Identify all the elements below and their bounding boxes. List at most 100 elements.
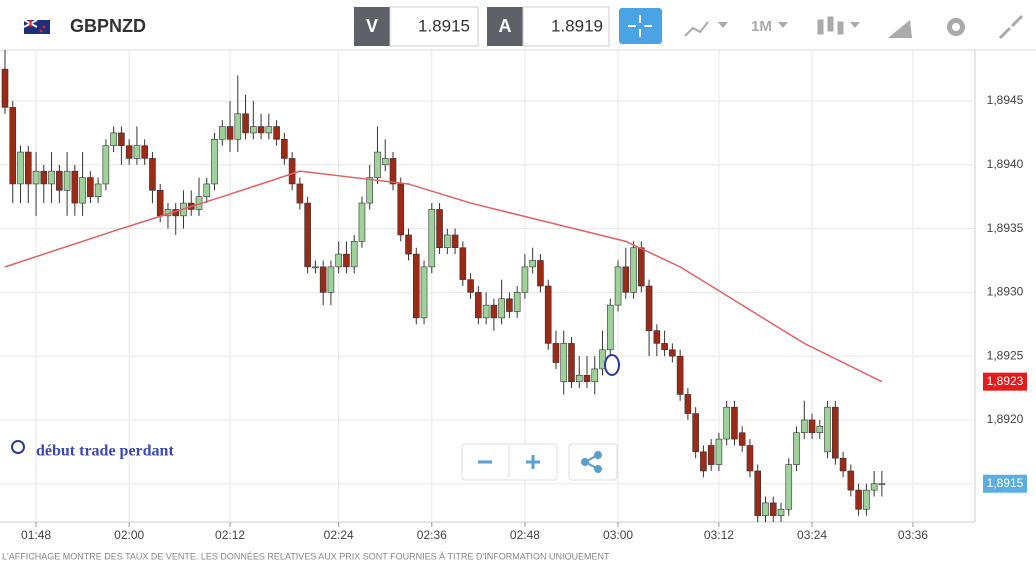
candle-body xyxy=(669,349,676,357)
candle-body xyxy=(141,145,148,159)
candle-body xyxy=(707,445,715,465)
x-tick-label: 02:12 xyxy=(215,528,245,542)
candle-body xyxy=(645,285,653,331)
share-button[interactable] xyxy=(568,443,618,481)
candle-body xyxy=(614,266,622,306)
annotation: début trade perdant xyxy=(36,443,174,460)
ask-label: A xyxy=(499,16,512,36)
candle-body xyxy=(358,202,366,242)
candle-body xyxy=(133,145,141,159)
candle-body xyxy=(343,253,350,268)
candle-body xyxy=(583,374,591,382)
candle-body xyxy=(203,183,211,198)
candle-body xyxy=(482,304,490,319)
candle-body xyxy=(769,502,777,516)
candle-body xyxy=(731,406,738,440)
candle-body xyxy=(226,126,234,140)
candle-body xyxy=(327,266,335,293)
candle-body xyxy=(319,266,327,293)
candle-body xyxy=(459,247,467,280)
x-tick-label: 03:24 xyxy=(797,528,827,542)
candle-body xyxy=(847,470,855,491)
candle-body xyxy=(63,170,71,191)
y-tick-label: 1,8935 xyxy=(987,221,1024,235)
price-tag xyxy=(983,474,1027,493)
candle-body xyxy=(296,183,304,204)
candle-body xyxy=(1,68,9,108)
x-tick-label: 02:36 xyxy=(417,528,447,542)
candle-body xyxy=(257,126,265,134)
candle-body xyxy=(412,253,420,319)
candle-body xyxy=(684,394,692,414)
candle-body xyxy=(17,151,24,185)
candle-body xyxy=(490,304,498,319)
candle-body xyxy=(878,483,886,486)
candle-body xyxy=(125,145,133,159)
candle-body xyxy=(793,432,800,465)
ask-button[interactable] xyxy=(487,7,523,46)
toolbar-icons[interactable] xyxy=(684,14,1024,40)
candle-body xyxy=(79,177,86,204)
candle-body xyxy=(839,457,847,472)
candle-body xyxy=(552,343,560,363)
candle-body xyxy=(630,247,637,293)
crosshair-button[interactable] xyxy=(619,8,662,44)
candle-body xyxy=(436,209,443,249)
candle-body xyxy=(754,470,762,516)
candle-body xyxy=(762,502,769,516)
annotation-icon xyxy=(11,440,25,454)
candle-body xyxy=(700,451,707,472)
disclaimer: L'AFFICHAGE MONTRE DES TAUX DE VENTE. LE… xyxy=(2,551,610,560)
candle-body xyxy=(777,508,785,516)
candle-body xyxy=(381,158,389,166)
zoom-in[interactable] xyxy=(526,455,540,469)
zoom-controls xyxy=(461,443,618,481)
candle-body xyxy=(467,279,474,293)
y-tick-label: 1,8920 xyxy=(987,412,1024,426)
candle-body xyxy=(335,253,342,268)
candle-body xyxy=(638,247,645,287)
bid-button[interactable] xyxy=(354,7,390,46)
price-tag xyxy=(983,372,1027,391)
moving-average xyxy=(4,170,883,383)
candle-body xyxy=(715,438,723,465)
candle-body xyxy=(374,151,381,178)
bid-value: 1.8915 xyxy=(418,16,470,35)
candle-body xyxy=(56,170,63,191)
candle-body xyxy=(870,483,878,491)
candle-body xyxy=(366,177,374,204)
candle-body xyxy=(288,158,296,185)
x-tick-label: 01:48 xyxy=(21,528,51,542)
candle-body xyxy=(428,209,436,268)
trade-marker xyxy=(604,354,620,376)
candle-body xyxy=(475,292,482,319)
candle-body xyxy=(606,304,614,351)
price-tag-label: 1,8923 xyxy=(987,374,1024,388)
candle-body xyxy=(575,374,583,382)
candle-body xyxy=(808,419,816,434)
timeframe[interactable]: 1M xyxy=(751,18,772,35)
candle-body xyxy=(312,266,319,269)
candle-body xyxy=(560,343,568,382)
y-tick-label: 1,8930 xyxy=(987,285,1024,299)
y-tick-label: 1,8940 xyxy=(987,157,1024,171)
price-tag-label: 1,8915 xyxy=(987,476,1024,490)
bid-box xyxy=(389,6,479,47)
candle-body xyxy=(24,151,32,185)
candle-body xyxy=(692,413,699,453)
candle-body xyxy=(544,285,552,344)
candle-body xyxy=(568,343,575,382)
x-tick-label: 02:24 xyxy=(324,528,354,542)
candle-body xyxy=(785,464,793,510)
candle-body xyxy=(537,260,544,287)
candle-body xyxy=(87,177,94,198)
candle-body xyxy=(521,266,529,293)
y-tick-label: 1,8945 xyxy=(987,93,1024,107)
x-tick-label: 03:00 xyxy=(603,528,633,542)
candle-body xyxy=(32,170,40,185)
candle-body xyxy=(451,234,459,249)
candle-body xyxy=(824,406,831,453)
candle-body xyxy=(350,241,358,268)
candle-body xyxy=(118,132,125,146)
